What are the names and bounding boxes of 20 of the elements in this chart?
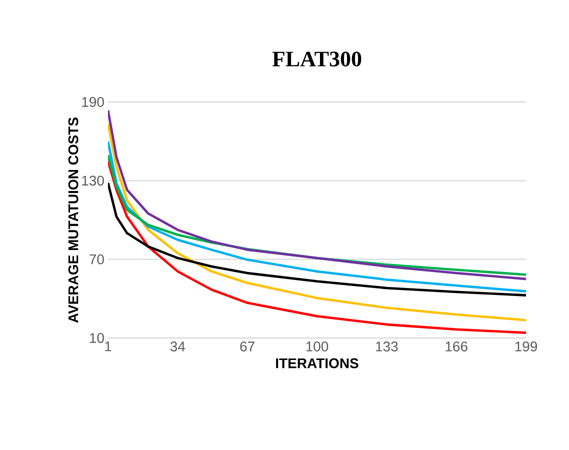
x-tick-label: 34 [170,342,186,352]
y-tick-label: 190 [82,97,104,107]
y-tick-label: 130 [82,176,104,186]
x-tick-label: 133 [376,342,398,352]
line-series [108,140,526,293]
line-series [108,160,526,334]
line-series [108,109,526,280]
x-tick-label: 199 [515,342,538,352]
y-tick-label: 10 [90,333,104,343]
line-series [108,122,526,322]
x-tick-label: 100 [306,342,328,352]
line-series [108,154,526,276]
y-axis-title: AVERAGE MUTATUION COSTS [68,118,78,323]
line-series [108,182,526,296]
x-tick-label: 1 [105,342,112,352]
x-tick-label: 67 [240,342,254,352]
x-tick-label: 166 [446,342,468,352]
x-axis-title: ITERATIONS [276,358,358,368]
y-tick-label: 70 [90,254,104,264]
chart-title: FLAT300 [272,52,362,66]
